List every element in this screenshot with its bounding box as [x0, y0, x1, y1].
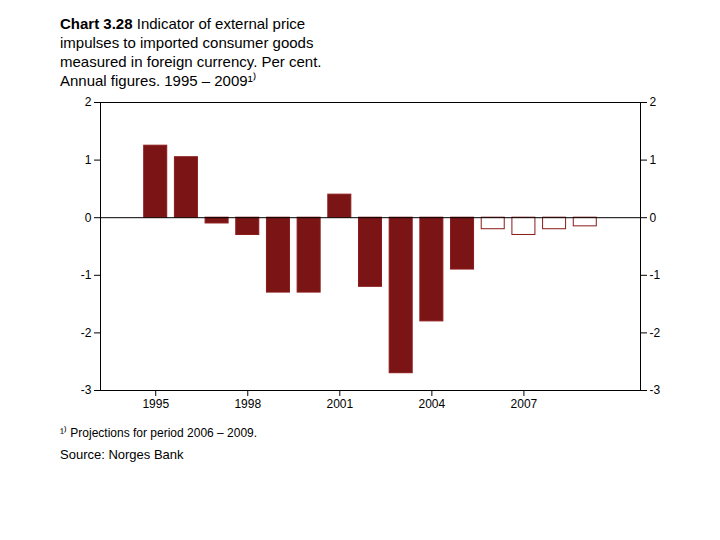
- svg-text:1998: 1998: [234, 397, 261, 411]
- svg-text:1995: 1995: [142, 397, 169, 411]
- html-text:¹⁾ Projections for period 2006: ¹⁾ Projections for period 2006 – 2009.: [60, 426, 258, 440]
- html-text:Chart 3.28 Indicator of extern: Chart 3.28 Indicator of external price i…: [60, 15, 322, 89]
- svg-text:1: 1: [650, 153, 657, 167]
- svg-text:-3: -3: [650, 383, 661, 397]
- svg-text:-1: -1: [81, 268, 92, 282]
- html-text:Source: Norges Bank: Source: Norges Bank: [60, 447, 184, 462]
- svg-text:1: 1: [85, 153, 92, 167]
- svg-text:2: 2: [85, 95, 92, 109]
- svg-text:2004: 2004: [419, 397, 446, 411]
- svg-text:-3: -3: [81, 383, 92, 397]
- svg-text:-1: -1: [650, 268, 661, 282]
- svg-text:2: 2: [650, 95, 657, 109]
- svg-text:0: 0: [85, 211, 92, 225]
- svg-text:0: 0: [650, 211, 657, 225]
- svg-text:-2: -2: [650, 326, 661, 340]
- svg-text:2001: 2001: [326, 397, 353, 411]
- svg-text:-2: -2: [81, 326, 92, 340]
- svg-text:2007: 2007: [511, 397, 538, 411]
